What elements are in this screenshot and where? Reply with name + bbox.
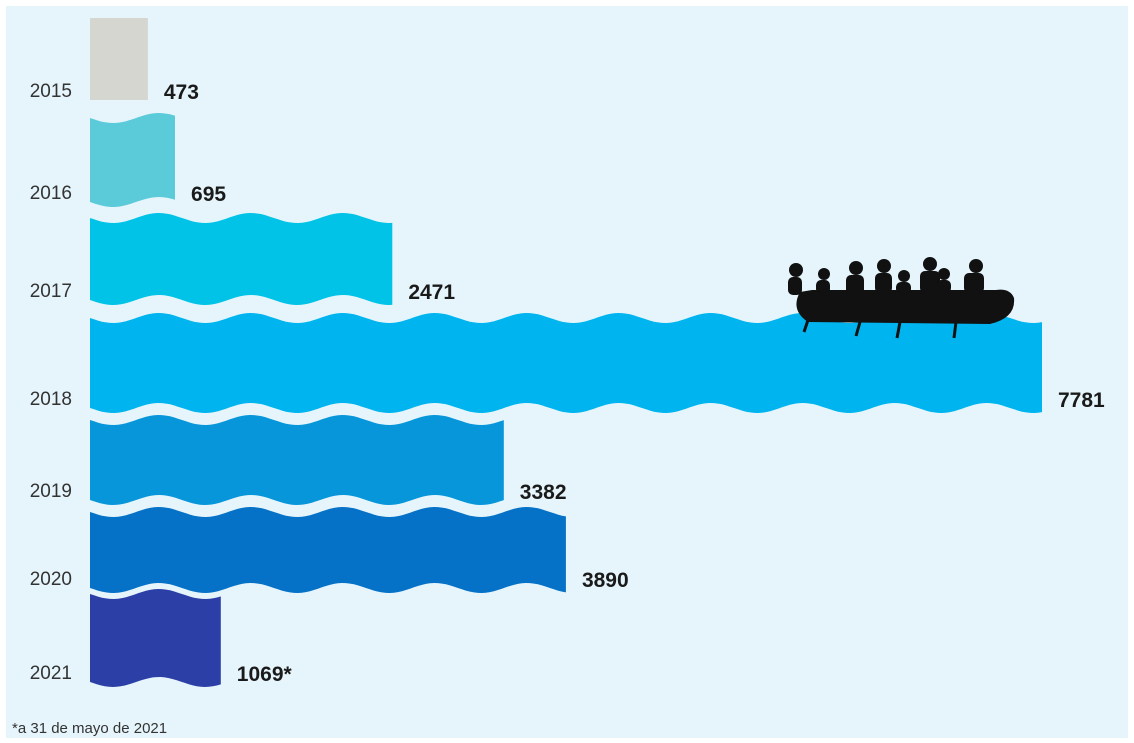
bar [90, 415, 504, 505]
bar [90, 213, 393, 305]
boat-icon [788, 257, 1015, 339]
value-label: 3382 [520, 481, 567, 504]
value-label: 7781 [1058, 389, 1105, 412]
footnote: *a 31 de mayo de 2021 [12, 720, 167, 737]
y-tick-label: 2016 [30, 183, 72, 204]
value-label: 695 [191, 183, 226, 206]
y-tick-label: 2020 [30, 569, 72, 590]
y-tick-label: 2019 [30, 481, 72, 502]
bar [90, 113, 175, 207]
bar [90, 589, 221, 687]
bar [90, 18, 148, 100]
bar [90, 313, 1042, 413]
value-label: 1069* [237, 663, 293, 686]
value-label: 473 [164, 81, 199, 104]
y-tick-label: 2018 [30, 389, 72, 410]
value-label: 3890 [582, 569, 629, 592]
value-label: 2471 [408, 281, 455, 304]
y-tick-label: 2021 [30, 663, 72, 684]
y-tick-label: 2017 [30, 281, 72, 302]
y-tick-label: 2015 [30, 81, 72, 102]
bar [90, 507, 566, 593]
